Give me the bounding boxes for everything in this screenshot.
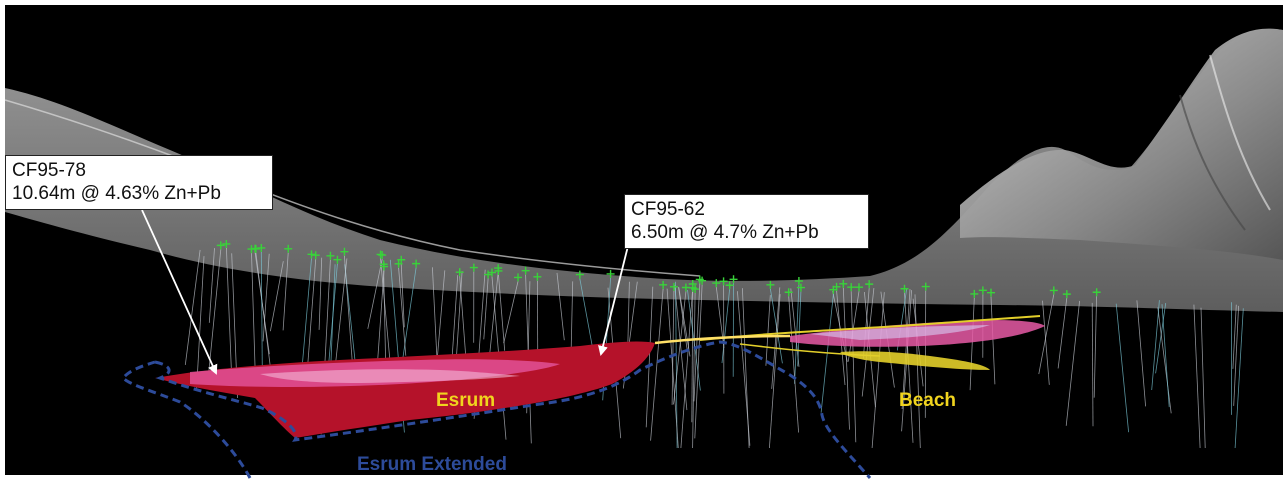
callout-intercept: 10.64m @ 4.63% Zn+Pb [12, 182, 266, 205]
callout-hole-id: CF95-78 [12, 159, 266, 182]
callout-cf95-78: CF95-78 10.64m @ 4.63% Zn+Pb [5, 155, 273, 210]
callout-cf95-62: CF95-62 6.50m @ 4.7% Zn+Pb [624, 194, 869, 249]
zone-label-beach: Beach [899, 390, 956, 411]
callout-hole-id: CF95-62 [631, 198, 862, 221]
zone-label-esrum-extended: Esrum Extended [357, 454, 507, 475]
callout-intercept: 6.50m @ 4.7% Zn+Pb [631, 221, 862, 244]
zone-label-esrum: Esrum [436, 390, 495, 411]
